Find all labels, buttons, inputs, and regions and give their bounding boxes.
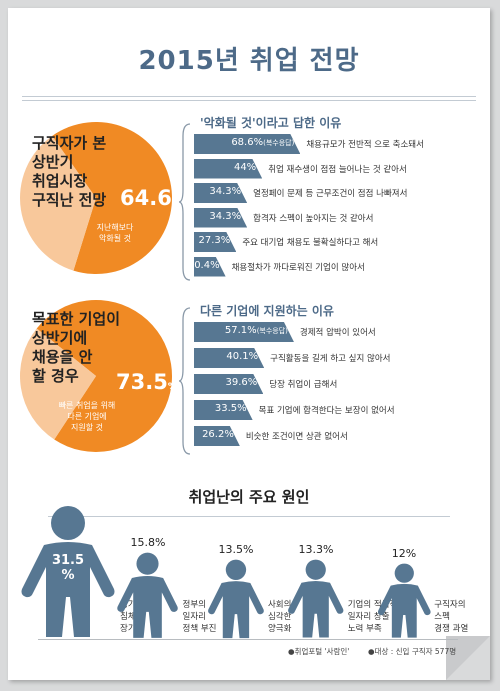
- pie-question: 구직자가 본 상반기 취업시장 구직난 전망: [32, 134, 107, 209]
- reasons-apply-title: 다른 기업에 지원하는 이유: [200, 304, 334, 318]
- bar-value-label: 20.4%: [188, 260, 220, 271]
- bar-value-label: 26.2%: [202, 429, 234, 440]
- sample-label: ●대상 : 신입 구직자 577명: [368, 647, 457, 656]
- bar-value: 40.1%: [226, 351, 259, 362]
- pie-slice-1: [20, 135, 97, 271]
- person-category-label: 구직자의 스펙 경쟁 과열: [434, 600, 469, 634]
- infographic-sheet: 2015년 취업 전망 구직자가 본 상반기 취업시장 구직난 전망 64.6%…: [8, 8, 490, 680]
- bar-category-label: 채용규모가 전반적 으로 축소돼서: [306, 140, 424, 150]
- bar: 26.2%: [194, 426, 240, 446]
- bar-value-label: 44%: [234, 162, 256, 173]
- person-icon: [208, 559, 264, 638]
- bar-value-label: 34.3%: [209, 186, 241, 197]
- bar-row: 40.1% 구직활동을 길게 하고 싶지 않아서: [194, 348, 464, 368]
- bar-value: 39.6%: [225, 377, 258, 388]
- bar-value-label: 27.3%: [199, 235, 231, 246]
- bar-value-label: 40.1%: [226, 351, 258, 362]
- causes-title: 취업난의 주요 원인: [188, 488, 310, 506]
- bar: 27.3%: [194, 232, 236, 252]
- pie-chart-worse-outlook: 구직자가 본 상반기 취업시장 구직난 전망 64.6% 지난해보다 악화될 것: [16, 118, 181, 278]
- person-value: 12%: [391, 547, 417, 561]
- bar-value: 34.3%: [209, 186, 242, 197]
- bar-value: 68.6%: [231, 137, 264, 148]
- bar: 34.3%: [194, 208, 247, 228]
- bar-category-label: 비슷한 조건이면 상관 없어서: [245, 432, 348, 442]
- person-icon: [117, 552, 179, 638]
- pie-percent: 73.5%: [116, 370, 177, 394]
- person-icon: [21, 506, 115, 637]
- bar-row: 44% 취업 재수생이 점점 늘어나는 것 같아서: [194, 159, 462, 179]
- bar: 40.1%: [194, 348, 264, 368]
- bar: 44%: [194, 159, 262, 179]
- bar: 68.6%(복수응답): [194, 134, 300, 154]
- bar-value: 27.3%: [198, 235, 231, 246]
- person-category-label: 경기 침체의 장기화: [120, 600, 144, 634]
- bar-value-label: 34.3%: [209, 211, 241, 222]
- brace-1: [178, 123, 191, 281]
- pie-slice-label: 지난해보다 악화될 것: [96, 223, 134, 243]
- ground-line: [38, 639, 458, 640]
- pie-svg: [20, 122, 172, 274]
- bar-category-label: 구직활동을 길게 하고 싶지 않아서: [270, 354, 391, 364]
- pie-question: 목표한 기업이 상반기에 채용을 안 할 경우: [32, 310, 121, 385]
- bar-value: 20.4%: [187, 259, 220, 271]
- bar-value: 33.5%: [214, 403, 247, 414]
- bar: 57.1%(복수응답): [194, 322, 294, 342]
- person-value: 31.5 %: [51, 553, 85, 584]
- pie-percent: 64.6%: [120, 186, 181, 210]
- bar-category-label: 경제적 압박이 있어서: [299, 328, 376, 338]
- bar-row: 68.6%(복수응답) 채용규모가 전반적 으로 축소돼서: [194, 134, 500, 154]
- title-rule-top: [22, 96, 476, 97]
- bar-category-label: 목표 기업에 합격한다는 보장이 없어서: [258, 406, 395, 416]
- person-icon: [288, 559, 344, 638]
- bar-category-label: 합격자 스펙이 높아지는 것 같아서: [253, 213, 374, 224]
- brace-2: [178, 307, 191, 455]
- bar-row: 27.3% 주요 대기업 채용도 불확실하다고 해서: [194, 232, 436, 252]
- bar-value: 57.1%: [224, 325, 257, 336]
- bar: 34.3%: [194, 183, 247, 203]
- bar: 39.6%: [194, 374, 263, 394]
- bar-row: 26.2% 비슷한 조건이면 상관 없어서: [194, 426, 440, 446]
- bar-category-label: 취업 재수생이 점점 늘어나는 것 같아서: [268, 164, 407, 175]
- bar-row: 33.5% 목표 기업에 합격한다는 보장이 없어서: [194, 400, 453, 420]
- bar-category-label: 채용절차가 까다로워진 기업이 많아서: [231, 262, 365, 273]
- pie-chart-apply-other: 목표한 기업이 상반기에 채용을 안 할 경우 73.5% 빠른 취업을 위해 …: [16, 296, 177, 456]
- bar-category-label: 주요 대기업 채용도 불확실하다고 해서: [242, 238, 379, 248]
- pie-slice-0: [36, 300, 172, 452]
- reasons-worse-title: '악화될 것'이라고 답한 이유: [200, 116, 342, 130]
- person-value: 13.3%: [298, 543, 334, 557]
- bar-value: 26.2%: [202, 429, 234, 440]
- pie-slice-1: [19, 328, 97, 440]
- bar-value: 34.3%: [209, 210, 242, 222]
- bar: 20.4%: [194, 257, 226, 277]
- bar-row: 34.3% 열정페이 문제 등 근무조건이 점점 나빠져서: [194, 183, 447, 203]
- title-rule-bottom: [22, 100, 476, 101]
- bar-value-label: 57.1%(복수응답): [225, 325, 288, 336]
- bar-category-label: 열정페이 문제 등 근무조건이 점점 나빠져서: [253, 189, 408, 199]
- bar-value-label: 68.6%(복수응답): [231, 137, 294, 148]
- pie-slice-label: 빠른 취업을 위해 다른 기업에 지원할 것: [58, 401, 116, 432]
- bar-category-label: 당장 취업이 급해서: [269, 380, 338, 390]
- causes-title-rule: [48, 516, 450, 517]
- bar-value: 44%: [233, 161, 257, 173]
- person-category-label: 정부의 일자리 정책 부진: [182, 600, 217, 634]
- bar-row: 57.1%(복수응답) 경제적 압박이 있어서: [194, 322, 494, 342]
- person-value: 15.8%: [130, 535, 166, 549]
- page-title: 2015년 취업 전망: [138, 46, 360, 76]
- pie-slice-0: [52, 122, 172, 274]
- bar-row: 34.3% 합격자 스펙이 높아지는 것 같아서: [194, 208, 447, 228]
- bar-value-label: 33.5%: [215, 403, 247, 414]
- pie-svg: [19, 300, 172, 452]
- bar: 33.5%: [194, 400, 253, 420]
- bar-row: 39.6% 당장 취업이 급해서: [194, 374, 463, 394]
- page-fold-corner: [446, 636, 490, 680]
- bar-value-note: (복수응답): [256, 327, 288, 335]
- bar-value-label: 39.6%: [226, 377, 258, 388]
- bar-row: 20.4% 채용절차가 까다로워진 기업이 많아서: [194, 257, 426, 277]
- person-icon: [377, 563, 431, 638]
- source-label: ●취업포털 '사람인': [288, 647, 350, 656]
- person-value: 13.5%: [218, 542, 254, 556]
- bar-value-note: (복수응답): [263, 139, 295, 147]
- person-category-label: 사회의 심각한 양극화: [267, 600, 292, 634]
